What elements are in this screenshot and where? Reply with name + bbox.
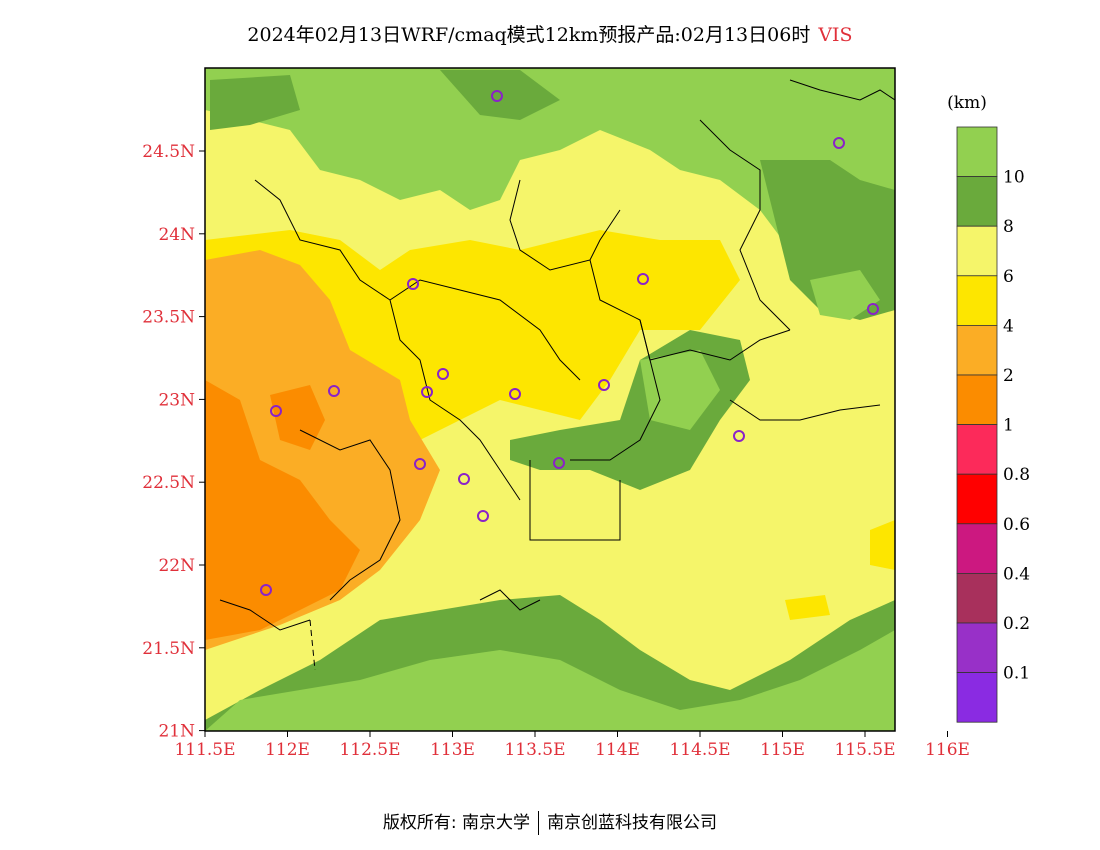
color-legend: (km) 10 8 6 4 2 1 0.8 0.6 0.4 0.2 0.1 [947,93,1030,723]
lon-tick-label: 115.5E [834,740,895,760]
station-markers [260,90,879,596]
boundary-line [254,179,521,501]
lon-tick-label: 113E [430,740,475,760]
station-marker [437,368,449,380]
lon-tick-label: 116E [925,740,970,760]
legend-label: 0.8 [1003,465,1030,485]
boundary-line [570,319,661,461]
field-8-10km-nw [210,75,300,130]
legend-swatch [956,324,998,376]
footer-right: 南京创蓝科技有限公司 [547,813,718,833]
lat-tick-label: 24.5N [142,142,195,162]
boundary-line [389,279,581,381]
legend-swatch [956,622,998,673]
legend-swatch [956,523,998,574]
legend-swatch [956,424,998,475]
field-8-10km-n [440,70,560,120]
boundary-lines [219,79,895,671]
lat-tick-label: 23N [158,390,195,410]
field-10km-ne [810,270,880,320]
legend-label: 2 [1003,366,1014,386]
legend-label: 6 [1003,267,1014,287]
station-marker [598,379,610,391]
legend-swatch [956,573,998,624]
boundary-line [529,460,621,541]
legend-label: 0.2 [1003,614,1030,634]
boundary-line [299,429,401,601]
station-marker [328,385,340,397]
lon-tick-label: 113.5E [504,740,565,760]
title-variable: VIS [818,24,853,46]
legend-swatch [956,374,998,425]
field-4-6km-se [785,595,830,620]
boundary-line [479,589,541,611]
station-marker [270,405,282,417]
boundary-line [789,79,895,101]
lat-tick-label: 21N [158,722,195,742]
station-marker [637,273,649,285]
legend-label: 0.1 [1003,664,1030,684]
station-marker [491,90,503,102]
station-marker [421,386,433,398]
field-1-2km-sw [205,380,360,640]
lon-tick-label: 111.5E [174,740,235,760]
lat-tick-label: 22N [158,556,195,576]
lon-tick-label: 112.5E [339,740,400,760]
station-marker [509,388,521,400]
lat-tick-label: 23.5N [142,308,195,328]
map-title: 2024年02月13日WRF/cmaq模式12km预报产品:02月13日06时 V… [0,20,1100,47]
lat-tick-label: 24N [158,225,195,245]
footer-separator [538,811,540,835]
station-marker [733,430,745,442]
legend-label: 10 [1003,168,1025,188]
boundary-line [699,119,791,331]
station-marker [553,457,565,469]
station-marker [833,137,845,149]
lon-tick-label: 115E [760,740,805,760]
legend-swatch [956,126,998,177]
legend-unit: (km) [947,93,987,113]
field-10km-east [640,350,720,430]
legend-label: 1 [1003,416,1014,436]
copyright-footer: 版权所有: 南京大学 南京创蓝科技有限公司 [0,808,1100,835]
lon-tick-label: 114.5E [669,740,730,760]
legend-label: 0.6 [1003,515,1030,535]
station-marker [458,473,470,485]
legend-label: 8 [1003,217,1014,237]
boundary-line [509,179,621,271]
field-6-8km-se [770,535,860,580]
legend-swatch [956,176,998,227]
station-marker [414,458,426,470]
boundary-line [219,599,311,631]
lat-tick-label: 21.5N [142,639,195,659]
legend-label: 0.4 [1003,564,1030,584]
station-marker [407,278,419,290]
field-10km-south [205,630,895,731]
field-10km-north [205,68,895,300]
legend-swatch [956,473,998,525]
station-marker [867,303,879,315]
legend-label: 4 [1003,316,1014,336]
station-marker [260,584,272,596]
boundary-line [729,399,881,421]
lon-tick-label: 112E [265,740,310,760]
boundary-line [309,619,316,671]
lon-tick-label: 114E [595,740,640,760]
field-4-6km-e [870,520,895,570]
boundary-line [589,259,791,361]
footer-left: 版权所有: 南京大学 [382,813,531,833]
lat-tick-label: 22.5N [142,473,195,493]
legend-swatch [956,225,998,277]
legend-swatch [956,672,998,723]
legend-swatch [956,275,998,326]
title-text: 2024年02月13日WRF/cmaq模式12km预报产品:02月13日06时 [247,24,811,46]
field-1-2km-core [270,385,325,450]
station-marker [477,510,489,522]
map-field [205,68,895,731]
